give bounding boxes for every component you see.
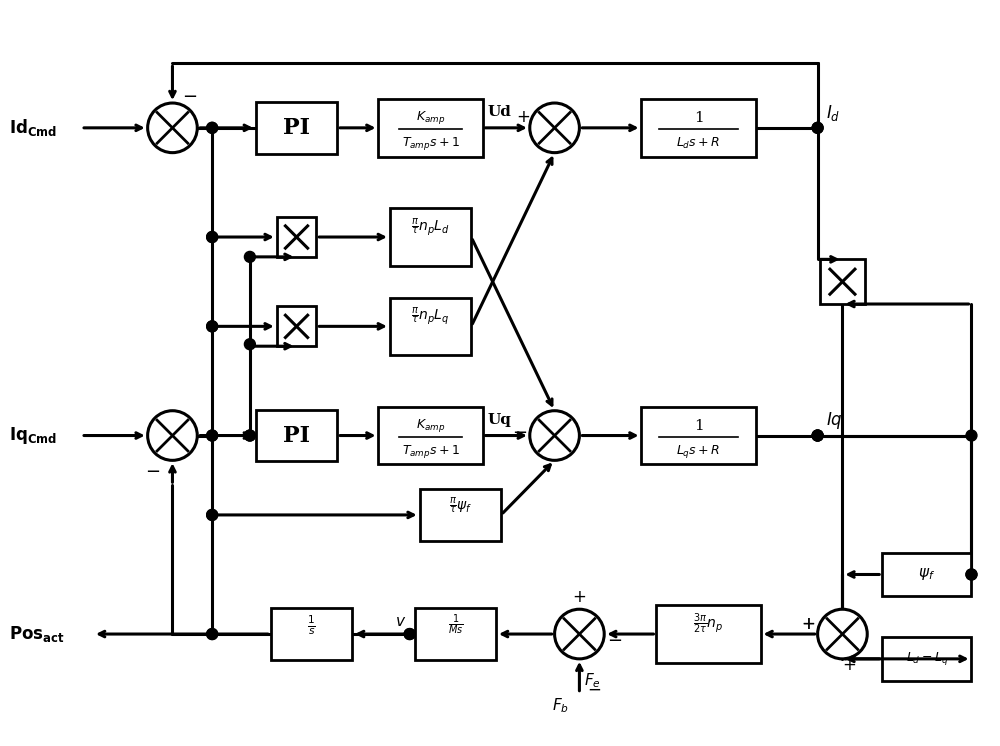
Text: $L_d s+R$: $L_d s+R$ [676, 137, 721, 151]
Text: $+$: $+$ [801, 615, 815, 633]
Bar [277, 307, 316, 346]
Circle shape [966, 569, 977, 580]
Bar [882, 553, 971, 596]
Circle shape [404, 629, 415, 639]
Circle shape [966, 430, 977, 441]
Circle shape [244, 430, 255, 441]
Circle shape [812, 430, 823, 441]
Circle shape [148, 411, 197, 460]
Circle shape [244, 430, 255, 441]
Text: $\frac{\pi}{\tau}n_p L_d$: $\frac{\pi}{\tau}n_p L_d$ [411, 216, 450, 238]
Text: $v$: $v$ [395, 615, 407, 629]
Text: $F_b$: $F_b$ [552, 696, 569, 715]
Circle shape [207, 321, 218, 332]
Circle shape [207, 430, 218, 441]
Circle shape [207, 430, 218, 441]
Text: $K_{amp}$: $K_{amp}$ [416, 417, 445, 434]
Circle shape [530, 103, 579, 153]
Bar [256, 102, 337, 154]
Circle shape [244, 251, 255, 263]
Circle shape [812, 122, 823, 134]
Text: $+$: $+$ [801, 615, 815, 633]
Text: $F_e$: $F_e$ [584, 671, 601, 690]
Circle shape [207, 510, 218, 521]
Bar [882, 637, 971, 680]
Text: $\frac{1}{Ms}$: $\frac{1}{Ms}$ [448, 613, 463, 637]
Bar [820, 260, 865, 304]
Text: $\frac{\pi}{\tau}\psi_f$: $\frac{\pi}{\tau}\psi_f$ [449, 496, 472, 516]
Text: $K_{amp}$: $K_{amp}$ [416, 110, 445, 126]
Circle shape [530, 411, 579, 460]
Bar [271, 608, 352, 660]
Bar [656, 605, 761, 663]
Circle shape [207, 122, 218, 134]
Text: $I_d$: $I_d$ [826, 103, 840, 123]
Circle shape [207, 231, 218, 242]
Circle shape [207, 122, 218, 134]
Bar [641, 407, 756, 464]
Circle shape [148, 103, 197, 153]
Circle shape [207, 510, 218, 521]
Circle shape [207, 629, 218, 639]
Text: $L_q s+R$: $L_q s+R$ [676, 443, 721, 460]
Bar [378, 99, 483, 157]
Bar [420, 489, 501, 541]
Circle shape [966, 569, 977, 580]
Text: $+$: $+$ [516, 110, 530, 126]
Text: PI: PI [283, 117, 310, 139]
Circle shape [812, 430, 823, 441]
Circle shape [207, 629, 218, 639]
Text: $\mathbf{Id_{Cmd}}$: $\mathbf{Id_{Cmd}}$ [9, 117, 57, 138]
Text: $\mathbf{Iq_{Cmd}}$: $\mathbf{Iq_{Cmd}}$ [9, 425, 57, 446]
Bar [415, 608, 496, 660]
Circle shape [207, 321, 218, 332]
Text: $+$: $+$ [572, 589, 586, 606]
Bar [256, 410, 337, 461]
Text: $-$: $-$ [512, 421, 527, 439]
Text: $\frac{1}{s}$: $\frac{1}{s}$ [307, 613, 316, 637]
Text: $\psi_f$: $\psi_f$ [918, 566, 935, 583]
Text: $+$: $+$ [842, 657, 856, 674]
Bar [277, 217, 316, 257]
Text: PI: PI [283, 424, 310, 447]
Text: $\mathbf{Pos_{act}}$: $\mathbf{Pos_{act}}$ [9, 624, 64, 644]
Text: Ud: Ud [488, 105, 511, 119]
Text: 1: 1 [694, 419, 703, 433]
Bar [390, 298, 471, 355]
Text: $T_{amp}s+1$: $T_{amp}s+1$ [402, 443, 460, 460]
Circle shape [244, 339, 255, 350]
Circle shape [812, 430, 823, 441]
Circle shape [404, 629, 415, 639]
Text: $-$: $-$ [182, 86, 197, 104]
Circle shape [555, 609, 604, 659]
Circle shape [818, 609, 867, 659]
Text: 1: 1 [694, 111, 703, 125]
Bar [641, 99, 756, 157]
Text: $Iq$: $Iq$ [826, 410, 842, 431]
Bar [390, 208, 471, 266]
Text: $\frac{3\pi}{2\tau}n_p$: $\frac{3\pi}{2\tau}n_p$ [693, 612, 724, 636]
Text: $T_{amp}s+1$: $T_{amp}s+1$ [402, 135, 460, 152]
Text: $-$: $-$ [607, 630, 622, 648]
Bar [378, 407, 483, 464]
Text: $L_d - L_q$: $L_d - L_q$ [906, 651, 948, 668]
Text: Uq: Uq [488, 413, 511, 427]
Text: $\frac{\pi}{\tau}n_p L_q$: $\frac{\pi}{\tau}n_p L_q$ [411, 306, 450, 327]
Text: $-$: $-$ [145, 461, 160, 479]
Text: $-$: $-$ [587, 680, 602, 697]
Circle shape [812, 122, 823, 134]
Circle shape [207, 231, 218, 242]
